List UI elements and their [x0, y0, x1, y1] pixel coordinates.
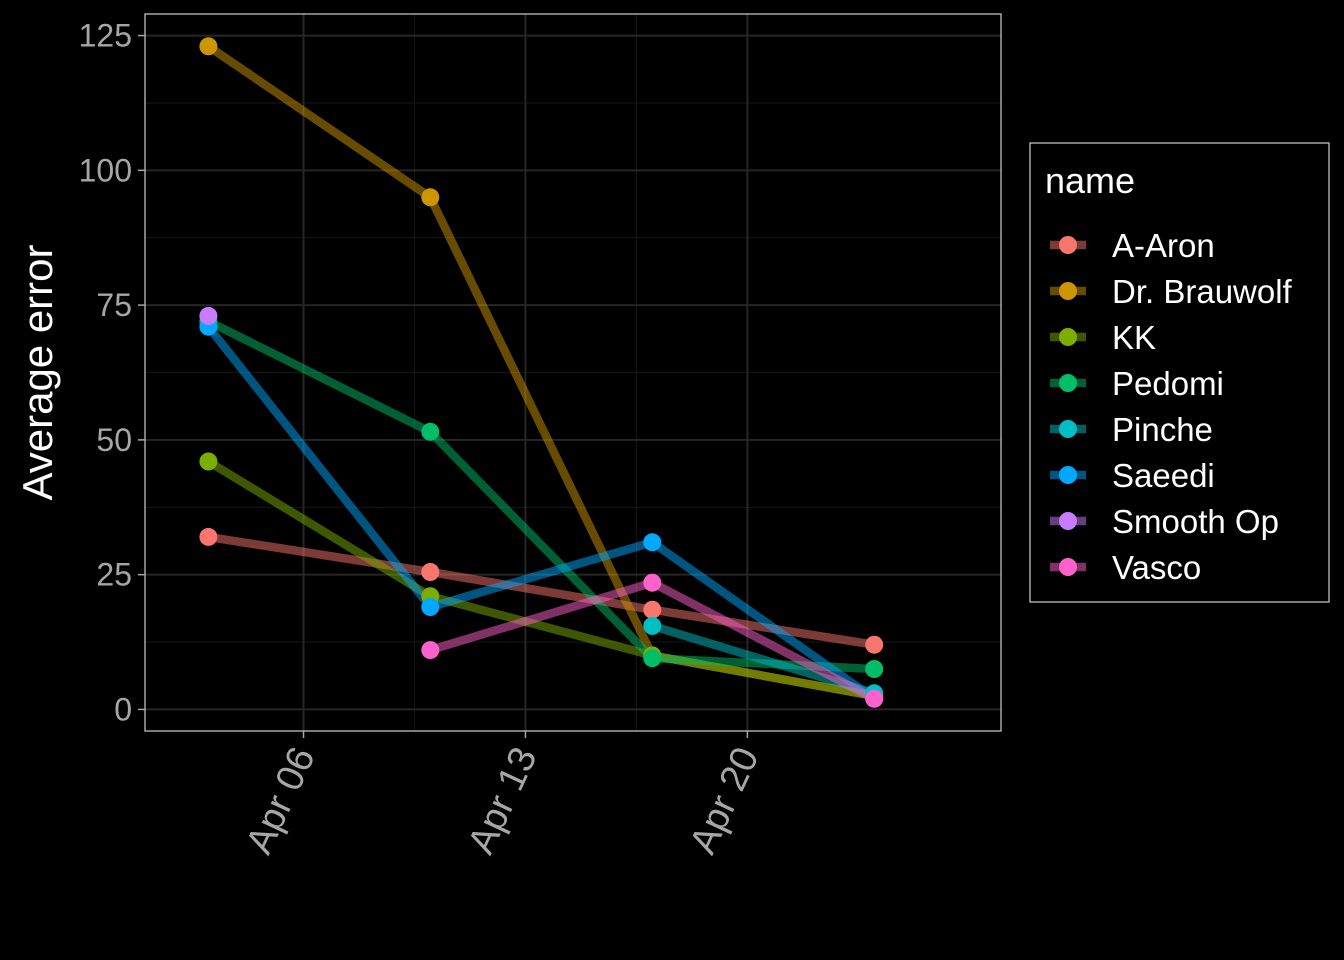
- legend-item: A-Aron: [1050, 227, 1215, 264]
- legend-label: A-Aron: [1112, 227, 1215, 264]
- data-point-a-aron: [199, 527, 218, 546]
- legend-item: Smooth Op: [1050, 503, 1279, 540]
- series-line-a-aron: [207, 532, 875, 649]
- y-tick-label: 75: [96, 287, 132, 323]
- legend-point-key: [1059, 282, 1077, 300]
- legend-label: Dr. Brauwolf: [1112, 273, 1293, 310]
- y-tick-label: 50: [96, 422, 132, 458]
- data-point-pinche: [643, 616, 662, 635]
- legend-label: KK: [1112, 319, 1156, 356]
- data-point-a-aron: [421, 563, 440, 581]
- y-axis-title: Average error: [14, 244, 61, 500]
- data-point-pedomi: [865, 660, 884, 678]
- legend-point-key: [1059, 558, 1077, 576]
- series-line-saeedi: [205, 324, 877, 703]
- legend-label: Pedomi: [1112, 365, 1224, 402]
- legend-point-key: [1059, 374, 1077, 392]
- data-point-kk: [199, 452, 218, 471]
- data-point-a-aron: [643, 600, 662, 619]
- legend-point-key: [1059, 512, 1077, 530]
- series-lines: [205, 42, 877, 703]
- legend-label: Smooth Op: [1112, 503, 1279, 540]
- legend-point-key: [1059, 236, 1077, 254]
- legend-box: [1029, 142, 1330, 603]
- data-point-pedomi: [421, 422, 440, 441]
- legend-item: Dr. Brauwolf: [1050, 273, 1293, 310]
- y-tick-label: 100: [79, 152, 132, 188]
- y-tick-label: 25: [96, 557, 132, 593]
- data-point-vasco: [643, 573, 662, 592]
- data-point-a-aron: [865, 635, 884, 654]
- series-line-kk: [206, 457, 875, 701]
- legend-point-key: [1059, 466, 1077, 484]
- legend-label: Saeedi: [1112, 457, 1215, 494]
- data-point-pedomi: [643, 649, 662, 668]
- data-point-vasco: [421, 641, 440, 660]
- data-point-smooth-op: [199, 306, 218, 325]
- legend-item: Vasco: [1050, 549, 1201, 586]
- legend-item: Pinche: [1050, 411, 1213, 448]
- series-points: [199, 37, 884, 708]
- data-point-dr-brauwolf: [421, 188, 440, 207]
- legend-item: KK: [1050, 319, 1156, 356]
- data-point-saeedi: [643, 533, 662, 552]
- y-tick-label: 0: [114, 691, 132, 727]
- data-point-dr-brauwolf: [199, 37, 218, 56]
- data-point-vasco: [865, 689, 884, 708]
- legend-point-key: [1059, 328, 1077, 346]
- legend-item: Saeedi: [1050, 457, 1215, 494]
- y-tick-label: 125: [79, 18, 132, 54]
- legend-item: Pedomi: [1050, 365, 1224, 402]
- data-point-saeedi: [421, 598, 440, 616]
- legend-label: Vasco: [1112, 549, 1201, 586]
- panel-border: [144, 13, 1002, 732]
- legend-point-key: [1059, 420, 1077, 438]
- legend-title: name: [1045, 160, 1135, 201]
- legend: name A-Aron Dr. Brauwolf KK Pedomi Pinche Sae…: [1029, 142, 1330, 603]
- y-axis: 0 25 50 75 100 125: [79, 18, 145, 727]
- legend-label: Pinche: [1112, 411, 1213, 448]
- legend-items: A-Aron Dr. Brauwolf KK Pedomi Pinche Saeedi Sm…: [1050, 227, 1293, 586]
